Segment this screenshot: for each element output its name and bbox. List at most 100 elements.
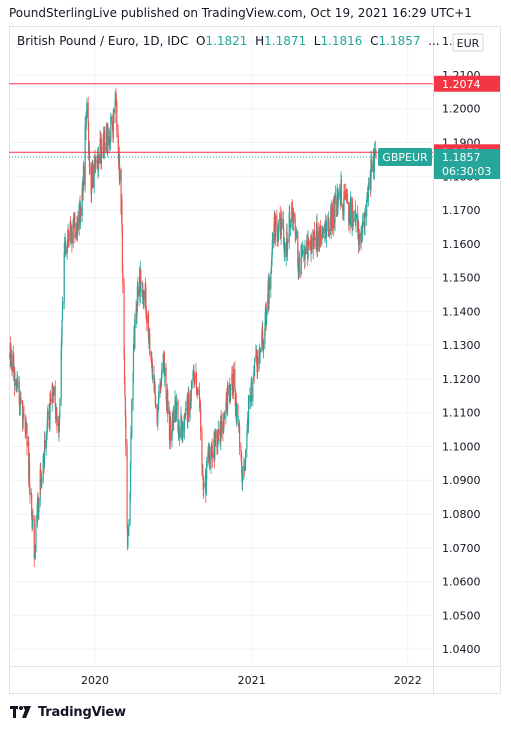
candle-body <box>285 246 287 257</box>
candle-body <box>168 411 171 441</box>
currency-button[interactable] <box>452 33 484 52</box>
candle-body <box>345 191 348 194</box>
candle-body <box>45 440 47 449</box>
candle-body <box>126 446 128 527</box>
candle-body <box>22 411 24 428</box>
y-tick-label: 1.0500 <box>442 609 481 622</box>
candle-body <box>129 462 132 493</box>
candle-body <box>271 233 274 249</box>
candle-body <box>184 415 186 417</box>
line-price-label: 1.2074 <box>442 78 481 91</box>
candle-body <box>312 236 314 250</box>
candle-body <box>163 351 165 377</box>
candle-body <box>137 286 139 297</box>
candle-body <box>301 250 304 255</box>
candle-body <box>125 417 127 447</box>
candle-body <box>193 370 195 374</box>
x-tick-label: 2020 <box>81 674 109 687</box>
y-tick-label: 1.0900 <box>442 474 481 487</box>
candle-body <box>78 204 80 230</box>
candle-body <box>351 204 354 230</box>
candle-body <box>252 378 254 401</box>
candle-body <box>69 222 71 241</box>
candle-body <box>127 532 129 547</box>
y-tick-label: 1.1700 <box>442 204 481 217</box>
candle-body <box>274 216 276 233</box>
candle-body <box>194 375 196 381</box>
candle-body <box>151 360 153 378</box>
candle-body <box>209 446 211 469</box>
candle-body <box>17 382 19 383</box>
candle-body <box>36 504 38 525</box>
candle-body <box>55 410 58 416</box>
candle-body <box>222 421 224 433</box>
candle-body <box>42 455 44 479</box>
y-tick-label: 1.1100 <box>442 407 481 420</box>
candle-body <box>20 397 22 402</box>
candle-body <box>8 358 10 360</box>
candle-body <box>224 416 226 420</box>
candle-body <box>92 163 94 188</box>
legend-o-label: O <box>196 34 205 48</box>
candle-body <box>18 382 20 404</box>
legend-h-label: H <box>255 34 264 48</box>
candle-body <box>301 254 303 258</box>
publisher-line: PoundSterlingLive published on TradingVi… <box>9 6 472 20</box>
candle-body <box>288 212 290 242</box>
candle-body <box>328 234 331 237</box>
candlestick-chart[interactable]: 1.22001.21001.20001.19001.18001.17001.16… <box>8 26 501 694</box>
candle-body <box>289 221 292 228</box>
candle-body <box>115 101 117 103</box>
candle-body <box>205 479 207 495</box>
candle-body <box>34 551 37 553</box>
candle-body <box>29 490 31 495</box>
legend-l-value: 1.1816 <box>320 34 362 48</box>
candle-body <box>282 220 284 229</box>
candle-body <box>244 465 246 471</box>
candle-body <box>333 199 335 206</box>
candle-body <box>102 149 104 151</box>
candle-body <box>223 417 225 431</box>
candle-body <box>352 221 355 222</box>
candle-body <box>198 390 200 399</box>
candle-body <box>246 433 248 450</box>
candle-body <box>14 379 16 387</box>
candle-body <box>31 515 34 528</box>
candle-body <box>240 451 242 462</box>
candle-body <box>319 225 322 245</box>
candle-body <box>117 144 120 163</box>
candle-body <box>187 408 189 423</box>
candle-body <box>234 368 236 390</box>
candle-body <box>292 213 295 224</box>
candle-body <box>40 479 42 487</box>
candle-body <box>300 245 302 275</box>
candle-body <box>134 319 136 348</box>
candle-body <box>217 429 219 443</box>
candle-body <box>49 419 51 428</box>
candle-body <box>154 394 156 405</box>
candle-body <box>221 421 223 434</box>
candle-body <box>247 395 250 426</box>
candle-body <box>188 394 190 419</box>
legend-title: British Pound / Euro, 1D, IDC <box>17 34 188 48</box>
candle-body <box>306 240 308 253</box>
candle-body <box>155 404 157 407</box>
candle-body <box>35 524 37 552</box>
y-tick-label: 1.1400 <box>442 305 481 318</box>
candle-body <box>366 192 369 196</box>
candle-body <box>276 225 278 242</box>
candle-body <box>167 390 169 415</box>
candle-body <box>196 387 198 394</box>
candle-body <box>375 155 377 158</box>
candle-body <box>87 102 89 122</box>
legend-gap <box>306 34 314 48</box>
candle-body <box>262 344 265 351</box>
candle-body <box>268 276 270 304</box>
candle-body <box>105 148 107 151</box>
candle-body <box>113 109 115 114</box>
candle-body <box>178 427 180 432</box>
candle-body <box>71 232 73 244</box>
candle-body <box>270 267 272 272</box>
candle-body <box>164 367 166 377</box>
